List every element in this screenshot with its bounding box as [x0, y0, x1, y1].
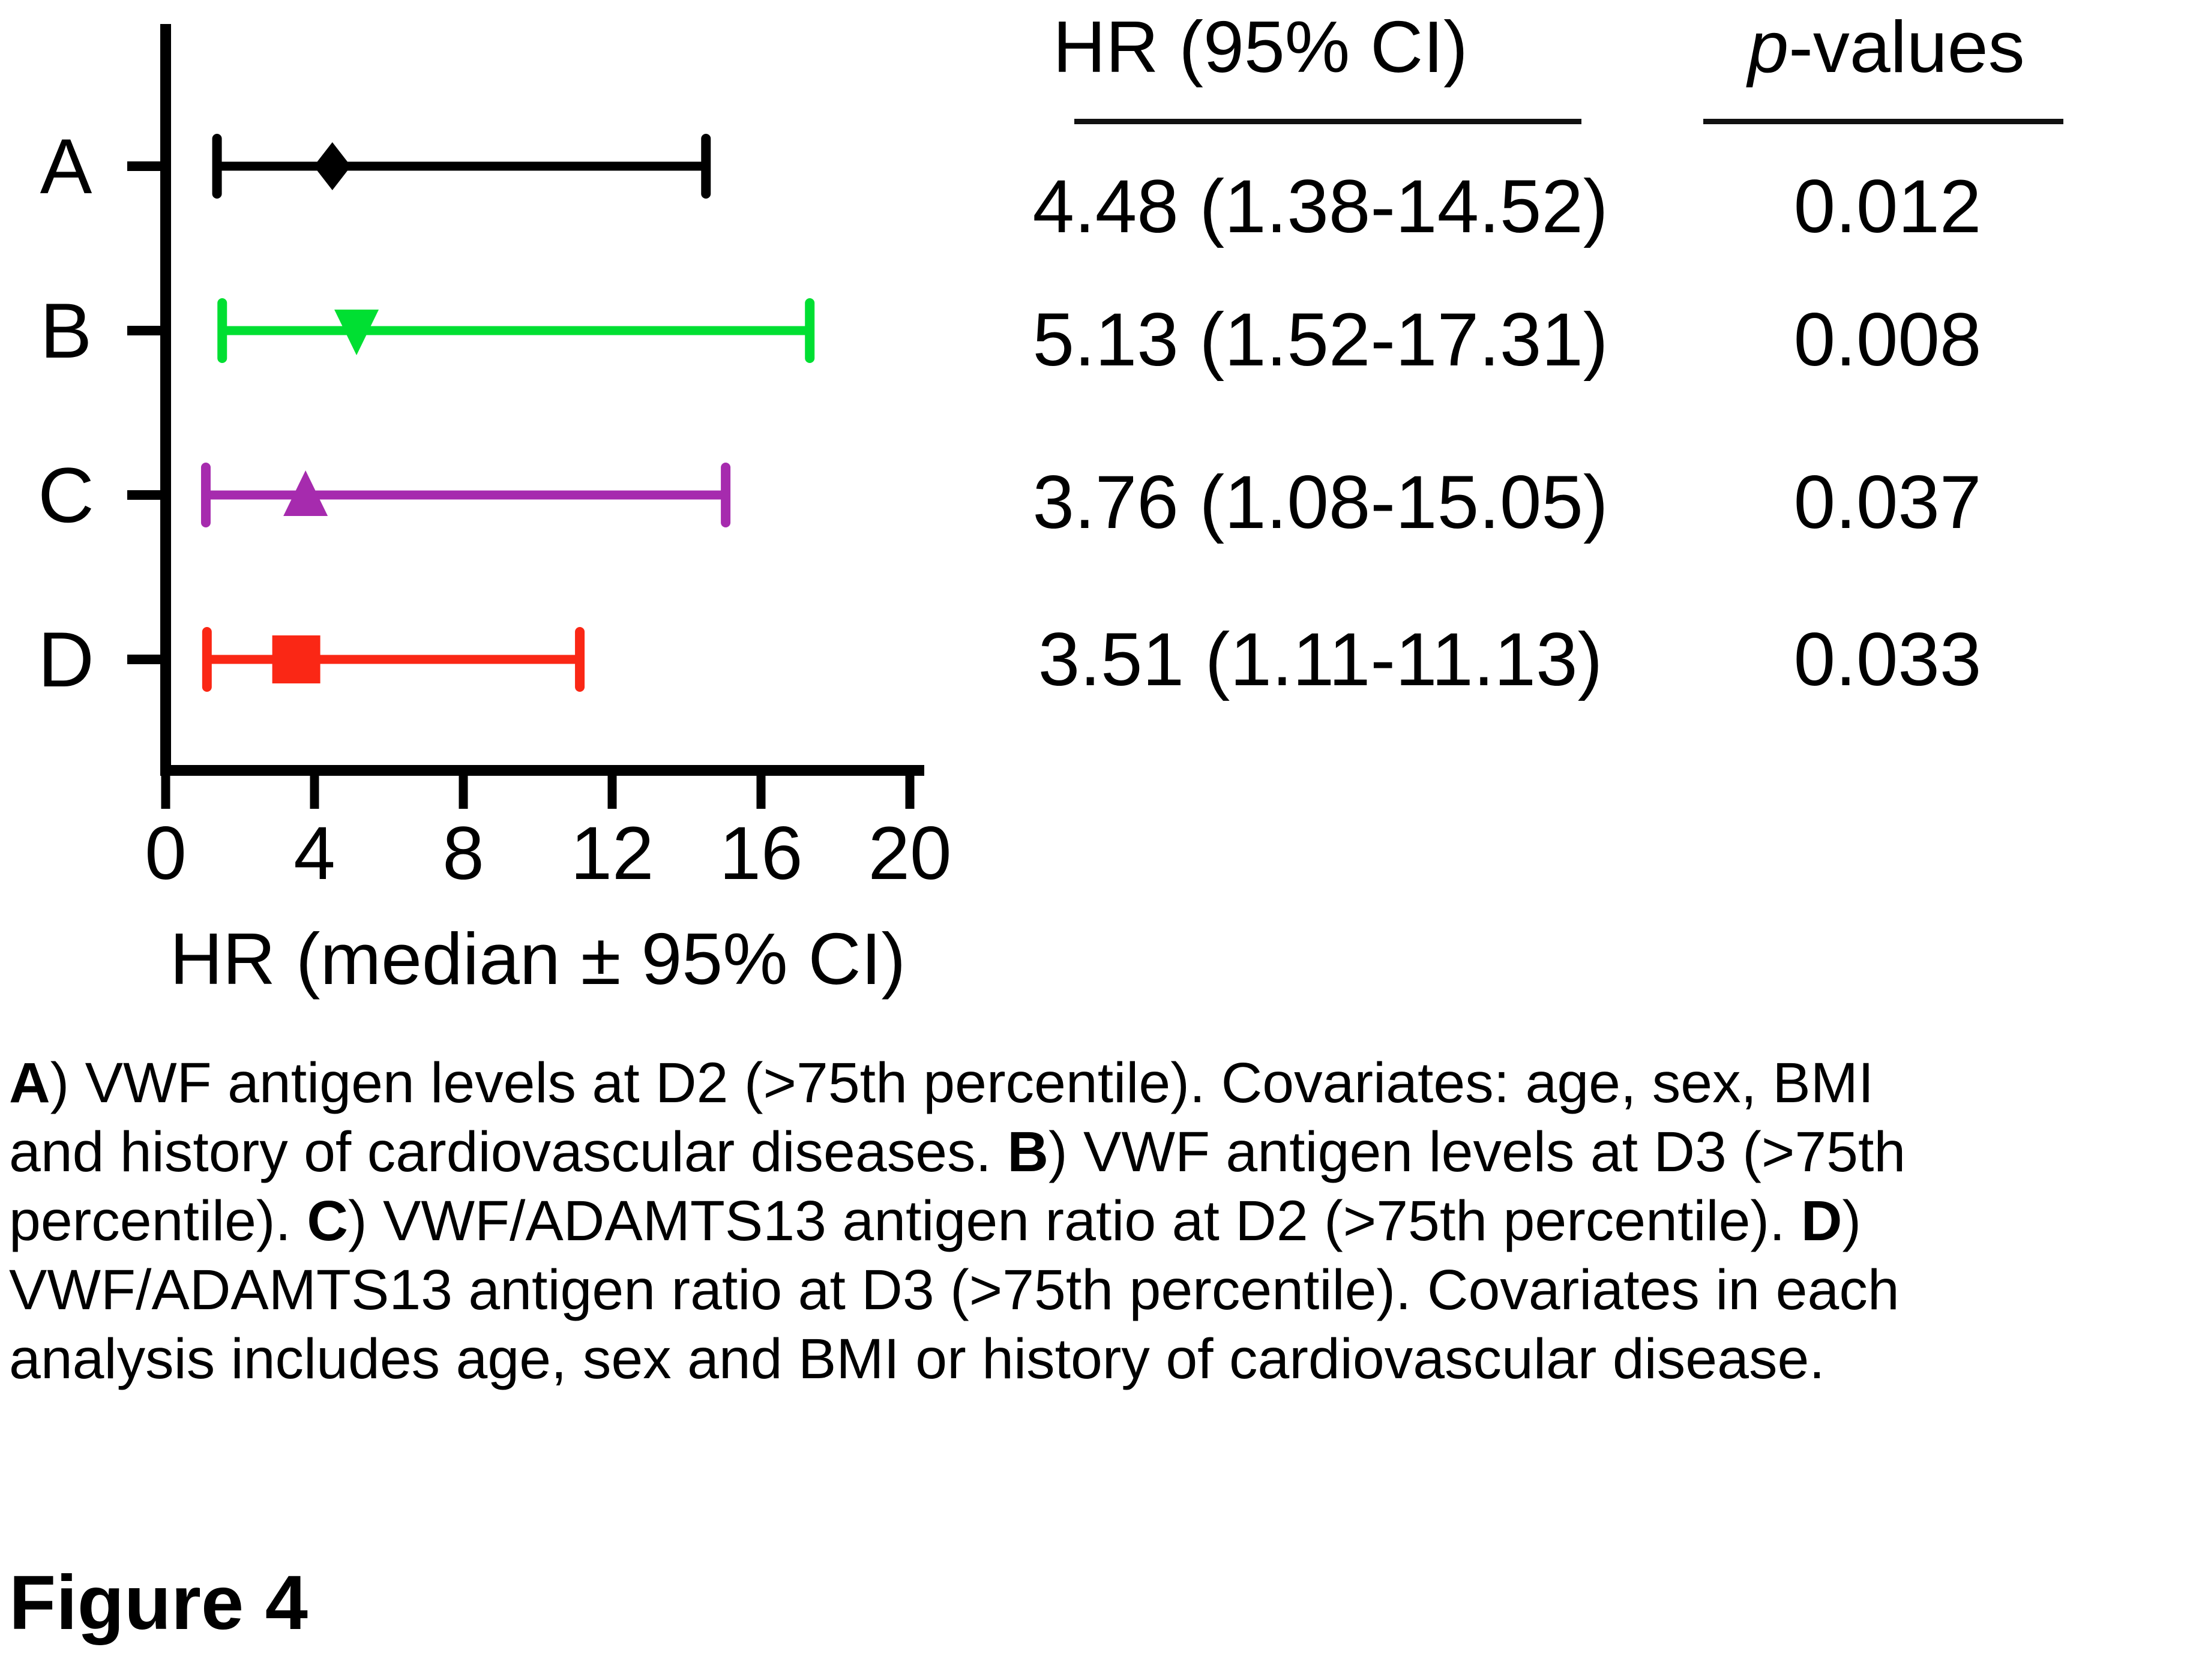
p-values-italic-p: p [1748, 6, 1789, 88]
figure-caption: A) VWF antigen levels at D2 (>75th perce… [9, 1049, 2188, 1394]
caption-text: analysis includes age, sex and BMI or hi… [9, 1327, 1825, 1391]
p-values-header-underline [1703, 119, 2063, 124]
marker-triangle-up [283, 470, 328, 516]
caption-text: percentile). [9, 1189, 307, 1253]
x-tick-label: 8 [442, 812, 484, 895]
hr-ci-value: 3.51 (1.11-11.13) [1038, 618, 1603, 701]
caption-text: and history of cardiovascular diseases. [9, 1120, 1008, 1184]
caption-text: ) [1842, 1189, 1862, 1253]
x-tick-label: 4 [293, 812, 335, 895]
x-tick-label: 16 [719, 812, 802, 895]
caption-bold-panel-letter: A [9, 1051, 50, 1115]
marker-triangle-down [334, 310, 379, 355]
hr-ci-value: 3.76 (1.08-15.05) [1032, 461, 1608, 544]
p-value: 0.012 [1793, 165, 1982, 248]
row-label-B: B [40, 287, 92, 374]
x-tick-label: 12 [570, 812, 654, 895]
caption-text: VWF/ADAMTS13 antigen ratio at D3 (>75th … [9, 1258, 1900, 1322]
caption-line: VWF/ADAMTS13 antigen ratio at D3 (>75th … [9, 1256, 2188, 1325]
caption-bold-panel-letter: B [1007, 1120, 1048, 1184]
caption-text: ) VWF antigen levels at D2 (>75th percen… [50, 1051, 1874, 1115]
caption-line: analysis includes age, sex and BMI or hi… [9, 1325, 2188, 1394]
figure-label: Figure 4 [9, 1560, 308, 1646]
caption-line: A) VWF antigen levels at D2 (>75th perce… [9, 1049, 2188, 1118]
x-tick-label: 20 [868, 812, 951, 895]
p-value: 0.033 [1793, 618, 1982, 701]
row-label-D: D [38, 616, 94, 703]
caption-bold-panel-letter: C [307, 1189, 348, 1253]
p-value: 0.008 [1793, 298, 1982, 382]
caption-line: and history of cardiovascular diseases. … [9, 1118, 2188, 1187]
x-tick-label: 0 [145, 812, 187, 895]
caption-line: percentile). C) VWF/ADAMTS13 antigen rat… [9, 1187, 2188, 1256]
marker-diamond [313, 142, 351, 190]
marker-square [272, 635, 320, 683]
hr-ci-value: 5.13 (1.52-17.31) [1032, 298, 1608, 382]
row-label-A: A [40, 122, 92, 210]
x-axis-label: HR (median ± 95% CI) [169, 918, 906, 1000]
caption-text: ) VWF/ADAMTS13 antigen ratio at D2 (>75t… [347, 1189, 1801, 1253]
caption-text: ) VWF antigen levels at D3 (>75th [1048, 1120, 1906, 1184]
p-value: 0.037 [1793, 461, 1982, 544]
hr-ci-header-underline [1074, 119, 1581, 124]
caption-bold-panel-letter: D [1800, 1189, 1843, 1253]
table-header-p-values: p-values [1706, 5, 2066, 89]
hr-ci-value: 4.48 (1.38-14.52) [1032, 165, 1608, 248]
row-label-C: C [38, 451, 94, 539]
p-values-rest: -values [1788, 6, 2025, 88]
table-header-hr-ci: HR (95% CI) [1053, 6, 1468, 88]
